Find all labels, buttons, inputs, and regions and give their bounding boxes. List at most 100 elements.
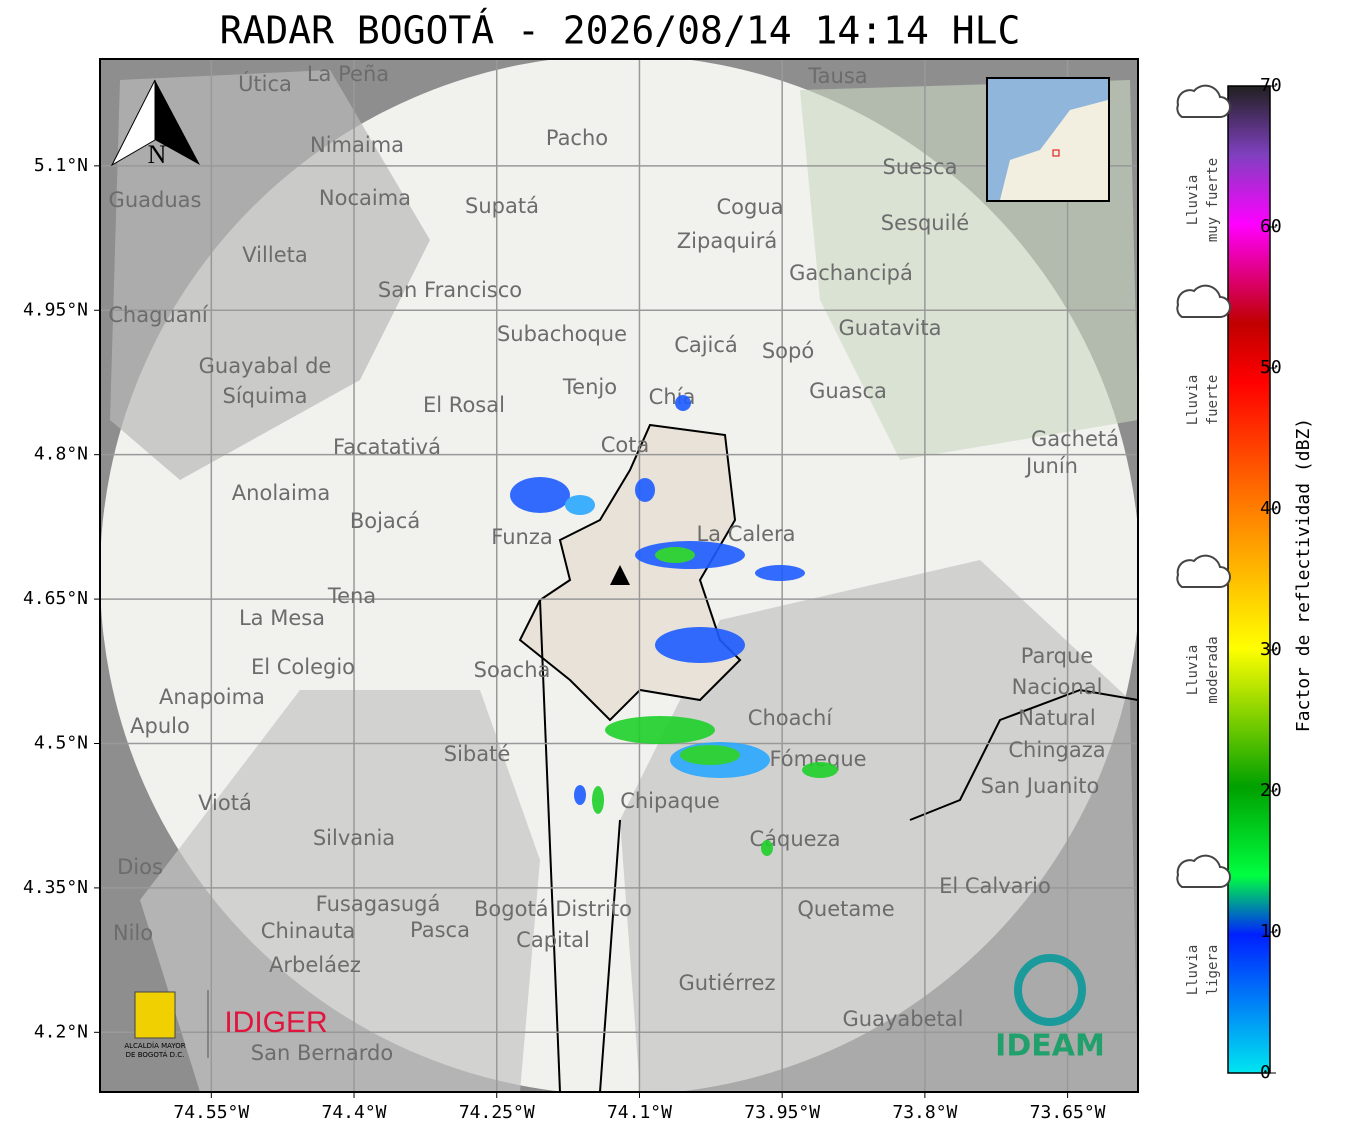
- place-label: Anapoima: [159, 685, 265, 709]
- place-label: Gachetá: [1031, 427, 1119, 451]
- terrain: [110, 70, 430, 480]
- inset-map: [986, 77, 1110, 202]
- colorbar-label: Factor de reflectividad (dBZ): [1293, 418, 1314, 732]
- place-label: Chingaza: [1008, 738, 1105, 762]
- rain-level-label: Lluvia: [1185, 945, 1201, 996]
- rain-level-label: ligera: [1205, 945, 1221, 996]
- place-label: Guatavita: [839, 316, 942, 340]
- idiger-logo: IDIGER: [224, 1006, 327, 1039]
- place-label: Chipaque: [620, 789, 720, 813]
- rain-icon: [1176, 284, 1231, 318]
- rain-icon: [1176, 854, 1231, 888]
- place-label: Nimaima: [310, 133, 404, 157]
- colorbar-tick-label: 60: [1260, 216, 1282, 237]
- map-area: La Peña Útica Tausa Pacho Nimaima Suesca Guadu…: [100, 59, 1138, 1092]
- colorbar-tick-label: 30: [1260, 639, 1282, 660]
- place-label: Viotá: [198, 791, 252, 815]
- place-label: Chinauta: [261, 919, 355, 943]
- title: RADAR BOGOTÁ - 2026/08/14 14:14 HLC: [220, 9, 1021, 53]
- place-label: Tenjo: [562, 375, 617, 399]
- boundaries: [539, 599, 1138, 1092]
- ideam-logo: IDEAM: [995, 1029, 1105, 1064]
- place-label: Fusagasugá: [316, 892, 441, 916]
- place-label: Pasca: [410, 918, 470, 942]
- place-label: Cota: [601, 433, 650, 457]
- x-tick-label: 74.25°W: [459, 1102, 535, 1123]
- x-tick-label: 73.95°W: [744, 1102, 820, 1123]
- place-label: Dios: [117, 855, 163, 879]
- place-label: San Juanito: [981, 774, 1100, 798]
- x-tick-label: 74.55°W: [173, 1102, 249, 1123]
- y-tick-label: 4.2°N: [34, 1021, 88, 1042]
- place-label: San Francisco: [378, 278, 522, 302]
- place-label: Guayabal de: [199, 354, 332, 378]
- place-label: Sesquilé: [881, 211, 969, 235]
- place-label: El Calvario: [939, 874, 1051, 898]
- place-label: Facatativá: [333, 435, 441, 459]
- place-label: La Calera: [696, 522, 795, 546]
- place-label: Síquima: [223, 384, 308, 408]
- place-label: Sibaté: [444, 742, 511, 766]
- place-label: San Bernardo: [251, 1041, 393, 1065]
- place-label: Funza: [491, 525, 552, 549]
- radar-site: [610, 565, 630, 585]
- north-label: N: [148, 140, 167, 169]
- place-label: Gachancipá: [789, 261, 913, 285]
- terrain: [620, 560, 1138, 1092]
- place-label: El Colegio: [251, 655, 355, 679]
- y-tick-label: 4.5°N: [34, 732, 88, 753]
- place-label: La Mesa: [239, 606, 325, 630]
- colorbar-tick-label: 40: [1260, 498, 1282, 519]
- place-label: Guayabetal: [843, 1007, 964, 1031]
- place-label: Soacha: [474, 658, 551, 682]
- place-label: Útica: [238, 71, 292, 96]
- place-label: Tausa: [807, 64, 867, 88]
- place-label: Choachí: [748, 706, 834, 730]
- rain-level-label: moderada: [1205, 636, 1221, 703]
- rain-level-label: Lluvia: [1185, 175, 1201, 226]
- colorbar-tick-label: 0: [1260, 1062, 1271, 1083]
- place-label: Supatá: [465, 194, 539, 218]
- y-tick-label: 5.1°N: [34, 155, 88, 176]
- place-label: Chaguaní: [108, 303, 209, 327]
- y-tick-label: 4.65°N: [23, 588, 88, 609]
- x-tick-label: 74.4°W: [322, 1102, 387, 1123]
- logos: ALCALDÍA MAYOR DE BOGOTÁ D.C. IDIGER IDE…: [124, 954, 1105, 1064]
- y-tick-label: 4.35°N: [23, 877, 88, 898]
- alcaldia-text: DE BOGOTÁ D.C.: [126, 1050, 185, 1059]
- map-frame: [99, 58, 1139, 1093]
- place-label: Suesca: [883, 155, 958, 179]
- place-label: Gutiérrez: [679, 971, 776, 995]
- place-label: Tena: [327, 584, 376, 608]
- place-label: Cogua: [716, 195, 783, 219]
- rain-level-label: Lluvia: [1185, 375, 1201, 426]
- place-label: Nacional: [1012, 675, 1103, 699]
- place-label: Villeta: [242, 243, 307, 267]
- y-tick-label: 4.95°N: [23, 299, 88, 320]
- place-label: Subachoque: [497, 322, 627, 346]
- colorbar-tick-label: 20: [1260, 780, 1282, 801]
- place-label: Quetame: [797, 897, 894, 921]
- rain-level-label: Lluvia: [1185, 645, 1201, 696]
- place-label: Bogotá Distrito: [474, 897, 632, 921]
- rain-level-label: fuerte: [1205, 375, 1221, 426]
- north-arrow: N: [110, 79, 200, 169]
- x-tick-label: 74.1°W: [607, 1102, 672, 1123]
- place-label: Zipaquirá: [677, 229, 777, 253]
- place-label: Sopó: [762, 339, 814, 363]
- place-label: Bojacá: [350, 509, 420, 533]
- place-label: Anolaima: [232, 481, 330, 505]
- rain-level-label: muy fuerte: [1205, 158, 1221, 242]
- place-label: Nilo: [113, 921, 153, 945]
- x-tick-label: 73.8°W: [892, 1102, 957, 1123]
- place-label: Parque: [1021, 644, 1093, 668]
- place-label: Pacho: [546, 126, 608, 150]
- place-label: El Rosal: [423, 393, 505, 417]
- x-tick-label: 73.65°W: [1030, 1102, 1106, 1123]
- colorbar-tick-label: 50: [1260, 357, 1282, 378]
- alcaldia-text: ALCALDÍA MAYOR: [124, 1041, 185, 1050]
- place-label: Silvania: [313, 826, 395, 850]
- terrain: [140, 690, 540, 1092]
